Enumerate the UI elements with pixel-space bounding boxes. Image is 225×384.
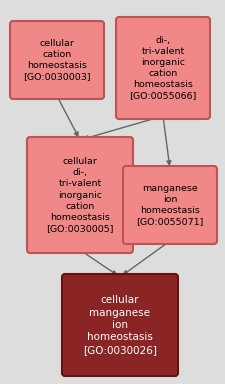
Text: cellular
manganese
ion
homeostasis
[GO:0030026]: cellular manganese ion homeostasis [GO:0… bbox=[83, 295, 156, 355]
FancyBboxPatch shape bbox=[62, 274, 177, 376]
FancyBboxPatch shape bbox=[10, 21, 104, 99]
FancyBboxPatch shape bbox=[27, 137, 132, 253]
Text: manganese
ion
homeostasis
[GO:0055071]: manganese ion homeostasis [GO:0055071] bbox=[136, 184, 203, 226]
FancyBboxPatch shape bbox=[115, 17, 209, 119]
Text: cellular
di-,
tri-valent
inorganic
cation
homeostasis
[GO:0030005]: cellular di-, tri-valent inorganic catio… bbox=[46, 157, 113, 233]
Text: di-,
tri-valent
inorganic
cation
homeostasis
[GO:0055066]: di-, tri-valent inorganic cation homeost… bbox=[129, 36, 196, 100]
Text: cellular
cation
homeostasis
[GO:0030003]: cellular cation homeostasis [GO:0030003] bbox=[23, 39, 90, 81]
FancyBboxPatch shape bbox=[122, 166, 216, 244]
